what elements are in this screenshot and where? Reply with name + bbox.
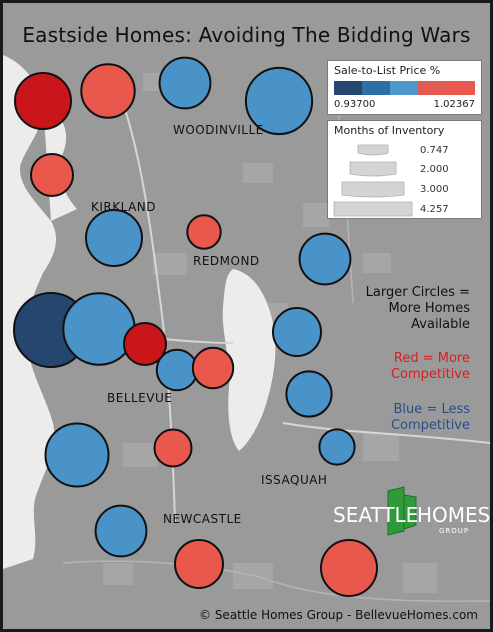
- data-circle-14: [272, 307, 322, 357]
- gradient-swatch-1: [334, 81, 362, 95]
- size-legend: Months of Inventory 0.747 2.000 3.000 4.…: [327, 120, 482, 219]
- place-label-newcastle: NEWCASTLE: [163, 512, 242, 526]
- color-legend-min: 0.93700: [334, 99, 376, 110]
- place-label-kirkland: KIRKLAND: [91, 200, 157, 214]
- copyright-text: © Seattle Homes Group - BellevueHomes.co…: [199, 608, 478, 622]
- place-label-woodinville: WOODINVILLE: [173, 123, 264, 137]
- size-legend-item-1: 0.747: [420, 145, 449, 156]
- note-size-line-2: More Homes: [388, 301, 470, 316]
- note-size-line-1: Larger Circles =: [365, 285, 470, 300]
- note-blue: Blue = Less Competitive: [391, 402, 470, 434]
- gradient-swatch-2: [362, 81, 390, 95]
- data-circle-17: [153, 428, 193, 468]
- gradient-swatch-5: [446, 81, 475, 95]
- data-circle-7: [186, 214, 222, 250]
- data-circle-20: [174, 539, 224, 589]
- lake-washington: [3, 55, 57, 569]
- logo-word-homes: HOMES: [417, 503, 491, 527]
- data-circle-1: [14, 72, 72, 130]
- data-circle-10: [62, 292, 136, 366]
- data-circle-21: [320, 539, 378, 597]
- data-circle-12: [155, 348, 199, 392]
- note-red-line-2: Competitive: [390, 367, 470, 382]
- place-label-bellevue: BELLEVUE: [107, 391, 173, 405]
- lake-sammamish: [222, 269, 276, 451]
- data-circle-11: [123, 322, 167, 366]
- logo-mark-icon: [387, 486, 417, 536]
- note-blue-line-2: Competitive: [390, 418, 470, 433]
- color-legend-title: Sale-to-List Price %: [334, 64, 441, 77]
- size-legend-item-3: 3.000: [420, 184, 449, 195]
- note-size-line-3: Available: [411, 317, 470, 332]
- size-legend-item-4: 4.257: [420, 204, 449, 215]
- place-label-issaquah: ISSAQUAH: [261, 473, 328, 487]
- data-circle-2: [80, 63, 136, 119]
- data-circle-4: [244, 66, 314, 136]
- data-circle-5: [30, 153, 74, 197]
- note-red: Red = More Competitive: [391, 351, 470, 383]
- size-legend-title: Months of Inventory: [334, 124, 445, 137]
- logo-word-group: GROUP: [439, 527, 470, 535]
- data-circle-15: [285, 370, 333, 418]
- note-red-line-1: Red = More: [393, 351, 470, 366]
- note-size: Larger Circles = More Homes Available: [366, 285, 470, 333]
- data-circle-8: [298, 232, 352, 286]
- data-circles: [13, 56, 378, 597]
- data-circle-13: [191, 346, 235, 390]
- data-circle-19: [94, 504, 148, 558]
- place-label-redmond: REDMOND: [193, 254, 260, 268]
- note-blue-line-1: Blue = Less: [393, 402, 470, 417]
- data-circle-3: [158, 56, 212, 110]
- data-circle-18: [318, 428, 356, 466]
- color-legend-max: 1.02367: [433, 99, 475, 110]
- color-legend: Sale-to-List Price % 0.93700 1.02367: [327, 60, 482, 115]
- size-legend-shapes: [333, 144, 413, 217]
- logo-word-seattle: SEATTLE: [333, 503, 419, 527]
- data-circle-16: [44, 422, 110, 488]
- map-title: Eastside Homes: Avoiding The Bidding War…: [22, 23, 471, 47]
- data-circle-6: [85, 209, 143, 267]
- gradient-swatch-3: [390, 81, 418, 95]
- size-legend-item-2: 2.000: [420, 164, 449, 175]
- base-map: [3, 55, 490, 602]
- gradient-swatch-4: [418, 81, 446, 95]
